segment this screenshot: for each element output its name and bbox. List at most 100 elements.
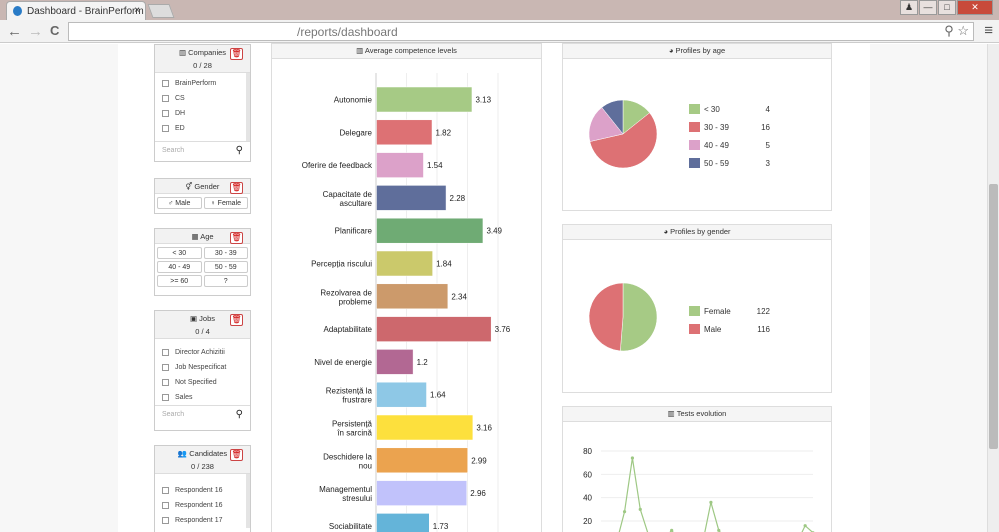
category-label: Delegare (340, 128, 373, 137)
category-label-line: Autonomie (334, 96, 373, 105)
back-button[interactable]: ← (7, 23, 22, 40)
checkbox[interactable] (162, 95, 169, 102)
bar (376, 414, 474, 441)
reload-button[interactable]: C (50, 23, 60, 38)
forward-button[interactable]: → (28, 23, 43, 40)
search-icon[interactable]: ⚲ ☆ (944, 23, 969, 38)
user-icon[interactable]: ♟ (900, 0, 918, 15)
list-item[interactable]: Respondent 16 (155, 498, 246, 513)
tab-close-icon[interactable]: × (134, 5, 140, 16)
list-item[interactable]: Sales (155, 390, 250, 405)
checkbox[interactable] (162, 517, 169, 524)
companies-list[interactable]: BrainPerform CS DH ED (155, 73, 250, 141)
checkbox[interactable] (162, 487, 169, 494)
area-chart-icon: ▥ (667, 409, 677, 418)
value-label: 3.16 (476, 424, 492, 433)
list-item[interactable]: ED (155, 121, 246, 136)
category-label-line: Oferire de feedback (302, 161, 373, 170)
category-label: Planificare (335, 227, 373, 236)
jobs-search-input[interactable]: Search ⚲ (155, 405, 250, 423)
list-item[interactable]: BrainPerform (155, 76, 246, 91)
age-50-59-button[interactable]: 50 - 59 (203, 261, 248, 273)
list-item[interactable]: DH (155, 106, 246, 121)
age-under-30-button[interactable]: < 30 (157, 247, 202, 259)
value-label: 1.84 (436, 260, 452, 269)
age-header: ▦ Age 🗑 (155, 229, 250, 244)
list-item[interactable]: Not Specified (155, 375, 250, 390)
list-item[interactable]: CS (155, 91, 246, 106)
bar (376, 316, 492, 342)
profiles-age-header: ◕ Profiles by age (563, 44, 831, 59)
maximize-button[interactable]: □ (938, 0, 956, 15)
list-item[interactable]: Respondent 17 (155, 513, 246, 528)
checkbox[interactable] (162, 379, 169, 386)
age-30-39-button[interactable]: 30 - 39 (203, 247, 248, 259)
minimize-button[interactable]: — (919, 0, 937, 15)
checkbox[interactable] (162, 110, 169, 117)
trash-icon[interactable]: 🗑 (230, 182, 243, 194)
category-label: Sociabilitate (329, 522, 373, 531)
tests-evolution-header: ▥ Tests evolution (563, 407, 831, 422)
gender-female-button[interactable]: ♀ Female (203, 197, 248, 209)
y-tick-label: 20 (583, 517, 592, 526)
value-label: 3.76 (495, 325, 511, 334)
checkbox[interactable] (162, 80, 169, 87)
bar (376, 217, 484, 244)
candidates-title: Candidates (189, 449, 228, 458)
category-label: Deschidere la nou (323, 452, 372, 470)
checkbox[interactable] (162, 349, 169, 356)
data-point (803, 524, 807, 528)
address-bar[interactable]: /reports/dashboard (68, 22, 974, 41)
new-tab-button[interactable] (147, 4, 175, 18)
checkbox[interactable] (162, 125, 169, 132)
value-label: 1.73 (433, 522, 449, 531)
scrollbar-thumb[interactable] (989, 184, 998, 449)
checkbox[interactable] (162, 502, 169, 509)
candidates-header: 👥 Candidates 🗑 0 / 238 (155, 446, 250, 474)
profiles-gender-panel: ◕ Profiles by gender Female 122 Male 116 (562, 224, 832, 393)
list-item[interactable]: Respondent 16 (155, 483, 246, 498)
category-label: Oferire de feedback (302, 161, 373, 170)
briefcase-icon: ▣ (189, 314, 200, 323)
search-icon[interactable]: ⚲ (235, 145, 243, 156)
list-item[interactable]: Job Nespecificat (155, 360, 250, 375)
menu-icon[interactable]: ≡ (984, 22, 993, 39)
gender-male-button[interactable]: ♂ Male (157, 197, 202, 209)
companies-search-input[interactable]: Search ⚲ (155, 141, 250, 159)
url-text: /reports/dashboard (297, 25, 398, 39)
checkbox[interactable] (162, 364, 169, 371)
category-label-line: Capacitate de (323, 190, 373, 199)
age-pie-chart (588, 99, 658, 169)
age-filter: ▦ Age 🗑 < 30 30 - 39 40 - 49 50 - 59 >= … (154, 228, 251, 296)
data-point (709, 500, 713, 504)
page-scrollbar[interactable] (987, 44, 999, 532)
browser-tab[interactable]: Dashboard - BrainPerform × (6, 1, 146, 20)
category-label: Rezistență la frustrare (326, 387, 373, 405)
trash-icon[interactable]: 🗑 (230, 314, 243, 326)
trash-icon[interactable]: 🗑 (230, 48, 243, 60)
legend-item: Female 122 (689, 302, 770, 320)
candidates-list[interactable]: Respondent 16 Respondent 16 Respondent 1… (155, 474, 250, 528)
list-item[interactable]: Director Achizitii (155, 345, 250, 360)
trash-icon[interactable]: 🗑 (230, 232, 243, 244)
gender-buttons: ♂ Male ♀ Female (155, 194, 250, 212)
age-40-49-button[interactable]: 40 - 49 (157, 261, 202, 273)
value-label: 2.28 (450, 194, 466, 203)
trash-icon[interactable]: 🗑 (230, 449, 243, 461)
search-icon[interactable]: ⚲ (235, 409, 243, 420)
gender-pie-chart (588, 282, 658, 352)
pie-slice (588, 282, 624, 352)
candidates-count: 0 / 238 (191, 462, 214, 471)
data-point (622, 510, 627, 514)
tests-evolution-panel: ▥ Tests evolution (562, 406, 832, 532)
age-60-plus-button[interactable]: >= 60 (157, 275, 202, 287)
legend-swatch (689, 122, 700, 132)
category-label: Adaptabilitate (324, 325, 373, 334)
close-window-button[interactable]: ✕ (957, 0, 993, 15)
age-unknown-button[interactable]: ? (203, 275, 248, 287)
category-label-line: stresului (342, 494, 372, 503)
jobs-list[interactable]: Director Achizitii Job Nespecificat Not … (155, 339, 250, 405)
value-label: 2.34 (451, 292, 467, 301)
age-title: Age (200, 232, 214, 241)
checkbox[interactable] (162, 394, 169, 401)
